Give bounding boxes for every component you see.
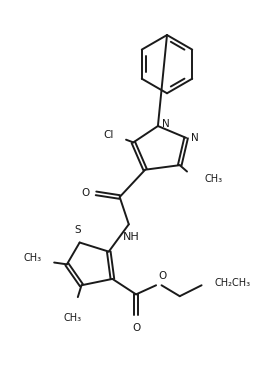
Text: CH₂CH₃: CH₂CH₃ — [214, 279, 250, 288]
Text: CH₃: CH₃ — [204, 174, 223, 184]
Text: NH: NH — [123, 232, 140, 242]
Text: O: O — [159, 271, 167, 281]
Text: CH₃: CH₃ — [63, 313, 82, 324]
Text: N: N — [162, 119, 169, 129]
Text: Cl: Cl — [103, 130, 113, 140]
Text: CH₃: CH₃ — [23, 253, 41, 263]
Text: N: N — [191, 133, 198, 143]
Text: O: O — [81, 188, 90, 198]
Text: S: S — [74, 225, 81, 235]
Text: O: O — [132, 323, 140, 332]
